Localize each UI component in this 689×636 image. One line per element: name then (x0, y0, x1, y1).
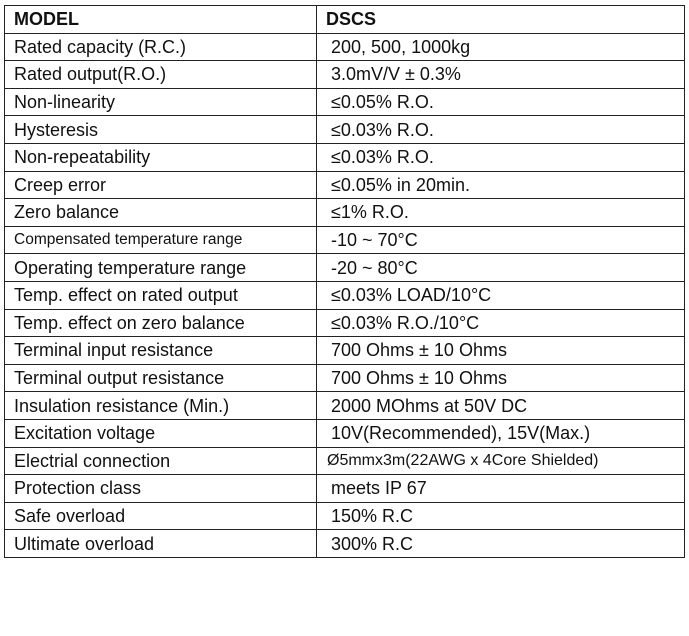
spec-label: Electrial connection (4, 446, 317, 476)
table-row: Zero balance ≤1% R.O. (4, 198, 685, 227)
spec-label: Safe overload (4, 501, 317, 531)
spec-value: 700 Ohms ± 10 Ohms (316, 363, 685, 393)
spec-label: Operating temperature range (4, 253, 317, 282)
table-row: Hysteresis ≤0.03% R.O. (4, 115, 685, 144)
spec-value: ≤0.03% R.O. (316, 115, 685, 144)
table-row: Insulation resistance (Min.) 2000 MOhms … (4, 391, 685, 420)
spec-value: 3.0mV/V ± 0.3% (316, 60, 685, 89)
table-row: Ultimate overload 300% R.C (4, 529, 685, 558)
spec-value: ≤0.03% R.O. (316, 142, 685, 172)
spec-label: Excitation voltage (4, 418, 317, 448)
spec-label: Zero balance (4, 198, 317, 227)
spec-label: Terminal output resistance (4, 363, 317, 393)
table-row: Safe overload 150% R.C (4, 501, 685, 531)
table-row: Compensated temperature range -10 ~ 70°C (4, 225, 685, 255)
spec-value: -10 ~ 70°C (316, 225, 685, 255)
model-header-label: MODEL (4, 5, 317, 34)
spec-value: Ø5mmx3m(22AWG x 4Core Shielded) (316, 446, 685, 476)
table-row: Electrial connection Ø5mmx3m(22AWG x 4Co… (4, 446, 685, 476)
table-header-row: MODEL DSCS (4, 5, 685, 34)
model-header-value: DSCS (316, 5, 685, 34)
table-row: Excitation voltage 10V(Recommended), 15V… (4, 418, 685, 448)
table-row: Protection class meets IP 67 (4, 474, 685, 503)
spec-label: Compensated temperature range (4, 225, 317, 255)
spec-label: Temp. effect on zero balance (4, 308, 317, 338)
table-row: Terminal input resistance 700 Ohms ± 10 … (4, 336, 685, 365)
spec-label: Non-repeatability (4, 142, 317, 172)
spec-label: Ultimate overload (4, 529, 317, 558)
spec-value: ≤0.05% R.O. (316, 87, 685, 117)
spec-value: ≤0.03% LOAD/10°C (316, 280, 685, 310)
spec-value: 10V(Recommended), 15V(Max.) (316, 418, 685, 448)
spec-value: meets IP 67 (316, 474, 685, 503)
table-row: Non-repeatability ≤0.03% R.O. (4, 142, 685, 172)
table-row: Rated capacity (R.C.) 200, 500, 1000kg (4, 32, 685, 62)
spec-value: 200, 500, 1000kg (316, 32, 685, 62)
spec-value: ≤1% R.O. (316, 198, 685, 227)
spec-label: Protection class (4, 474, 317, 503)
table-row: Temp. effect on zero balance ≤0.03% R.O.… (4, 308, 685, 338)
spec-value: -20 ~ 80°C (316, 253, 685, 282)
spec-value: 150% R.C (316, 501, 685, 531)
table-row: Creep error ≤0.05% in 20min. (4, 170, 685, 200)
spec-value: ≤0.05% in 20min. (316, 170, 685, 200)
table-row: Non-linearity ≤0.05% R.O. (4, 87, 685, 117)
table-row: Operating temperature range -20 ~ 80°C (4, 253, 685, 282)
spec-label: Terminal input resistance (4, 336, 317, 365)
spec-value: 700 Ohms ± 10 Ohms (316, 336, 685, 365)
spec-value: 2000 MOhms at 50V DC (316, 391, 685, 420)
spec-value: ≤0.03% R.O./10°C (316, 308, 685, 338)
spec-value: 300% R.C (316, 529, 685, 558)
table-row: Temp. effect on rated output ≤0.03% LOAD… (4, 280, 685, 310)
spec-label: Rated capacity (R.C.) (4, 32, 317, 62)
spec-label: Non-linearity (4, 87, 317, 117)
table-row: Terminal output resistance 700 Ohms ± 10… (4, 363, 685, 393)
spec-label: Hysteresis (4, 115, 317, 144)
specifications-table: MODEL DSCS Rated capacity (R.C.) 200, 50… (4, 5, 685, 558)
table-row: Rated output(R.O.) 3.0mV/V ± 0.3% (4, 60, 685, 89)
spec-label: Insulation resistance (Min.) (4, 391, 317, 420)
spec-label: Temp. effect on rated output (4, 280, 317, 310)
spec-label: Rated output(R.O.) (4, 60, 317, 89)
spec-label: Creep error (4, 170, 317, 200)
